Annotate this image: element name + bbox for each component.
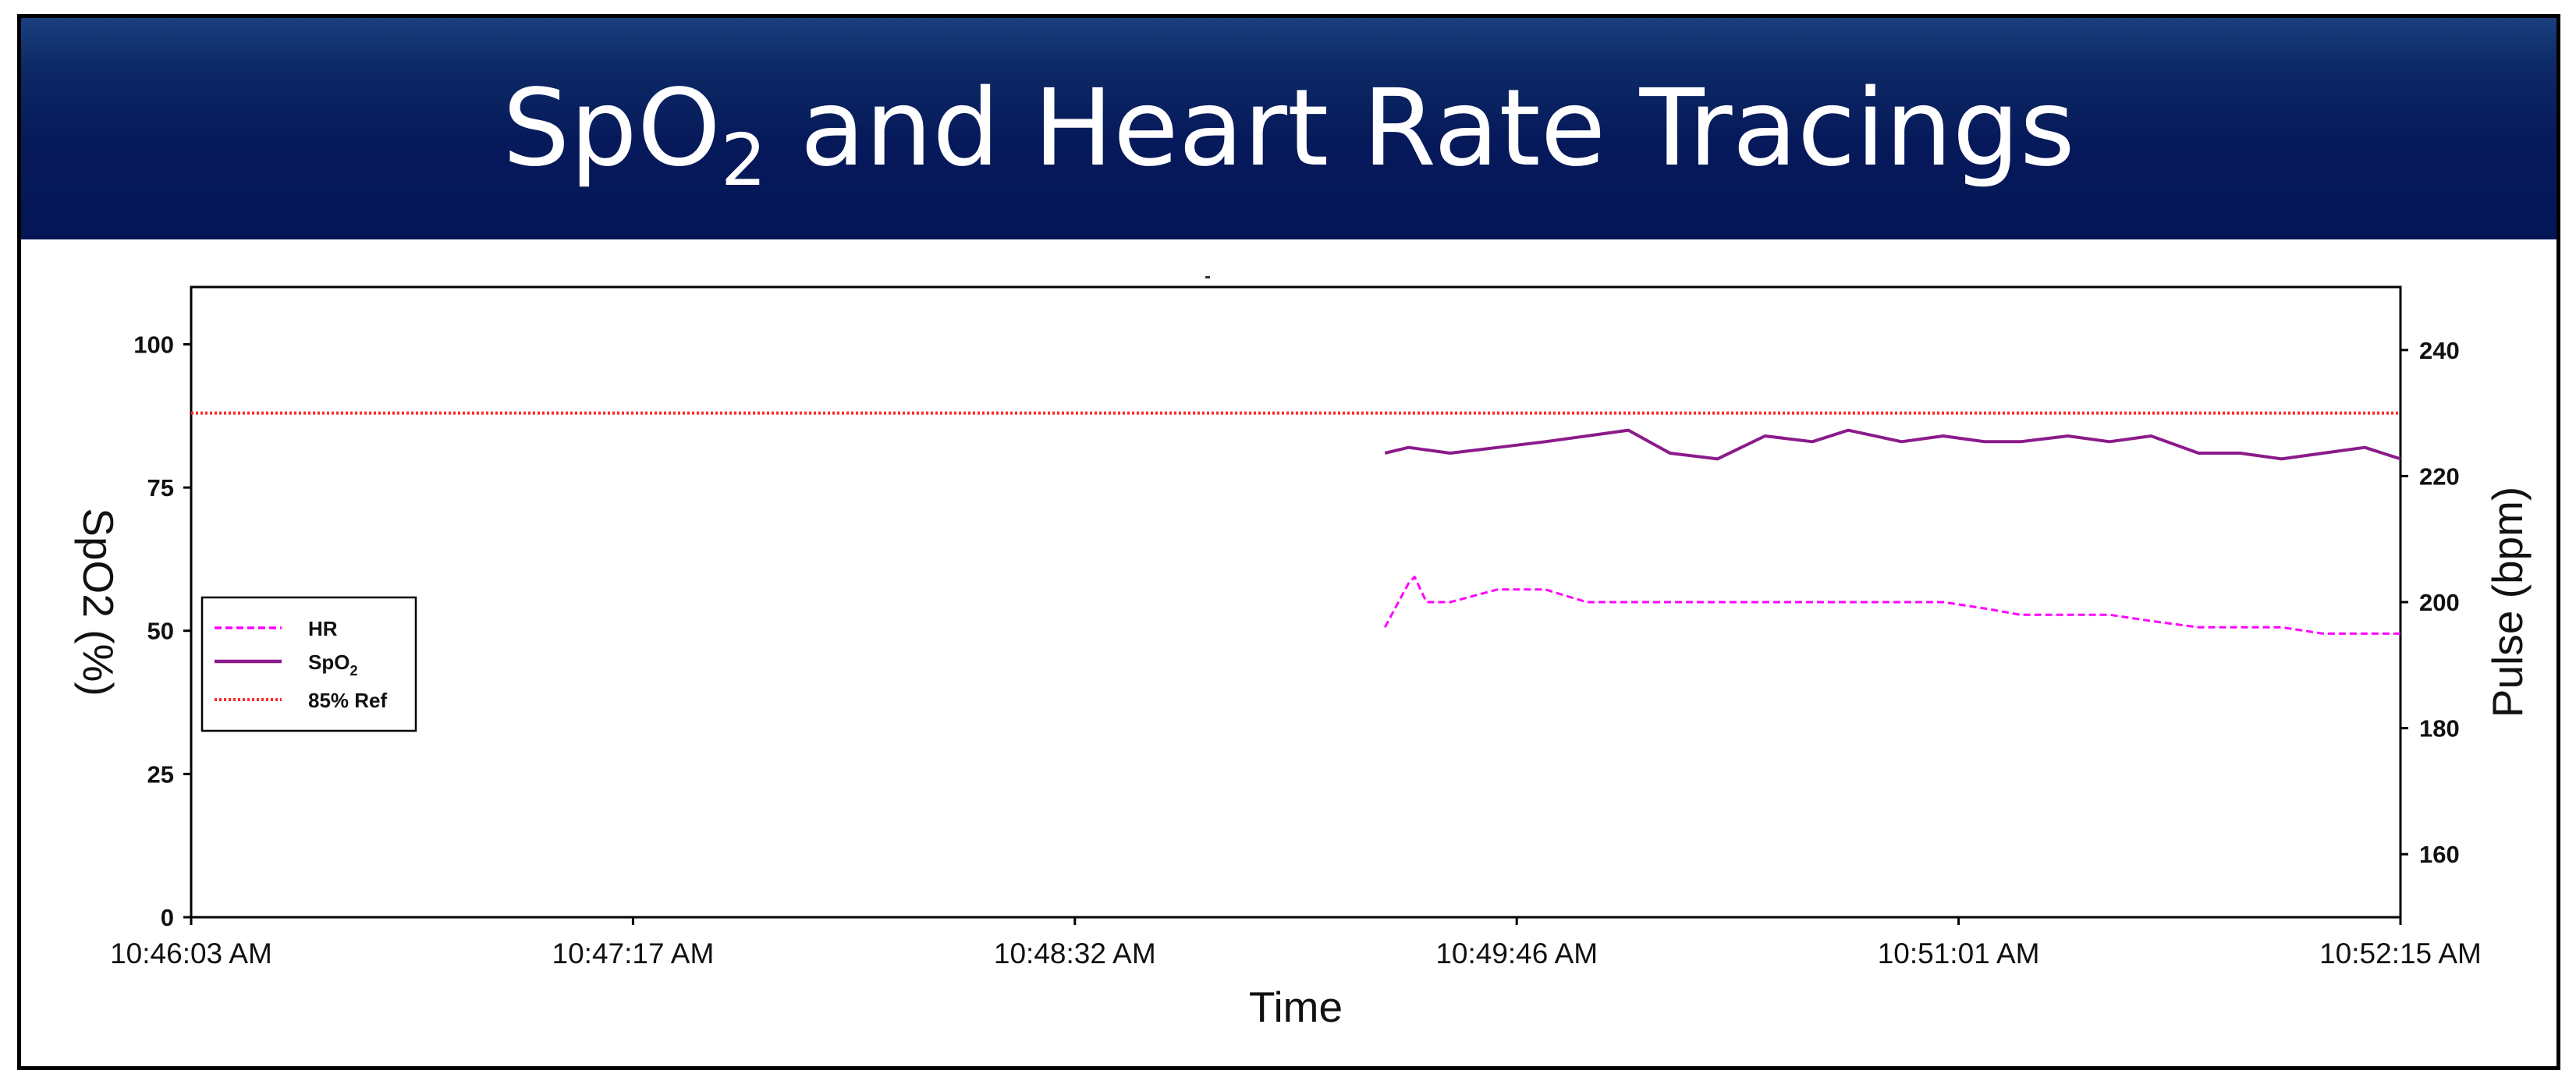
y-right-tick-label: 180	[2419, 715, 2460, 743]
legend-label-ref: 85% Ref	[308, 689, 387, 712]
y-axis-label-left: SpO2 (%)	[74, 508, 122, 696]
x-tick-label: 10:51:01 AM	[1878, 937, 2040, 969]
x-tick-label: 10:52:15 AM	[2319, 937, 2482, 969]
legend-label-spo2: SpO2	[308, 650, 357, 679]
y-right-tick-label: 220	[2419, 463, 2460, 490]
title-prefix: SpO	[502, 67, 721, 190]
series-line-spo2	[1384, 428, 2401, 461]
x-tick-label: 10:49:46 AM	[1435, 937, 1598, 969]
plot-area	[190, 285, 2402, 919]
title-suffix: and Heart Rate Tracings	[766, 67, 2075, 190]
legend: HR SpO2 85% Ref	[200, 596, 417, 732]
y-left-tick-label: 50	[147, 618, 174, 645]
slide-frame: SpO2 and Heart Rate Tracings 0 25 50 75 100 …	[17, 14, 2560, 1070]
title-artifact	[1205, 276, 1210, 278]
x-tick-label: 10:48:32 AM	[994, 937, 1156, 969]
x-tick-label: 10:47:17 AM	[552, 937, 715, 969]
y-right-tick-label: 160	[2419, 841, 2460, 868]
legend-box	[200, 596, 417, 732]
slide-title: SpO2 and Heart Rate Tracings	[21, 66, 2556, 197]
y-left-tick-label: 0	[161, 904, 174, 931]
series-line-hr	[1383, 576, 2400, 635]
title-banner: SpO2 and Heart Rate Tracings	[21, 18, 2556, 239]
legend-label-hr: HR	[308, 617, 338, 640]
legend-label-spo2-main: SpO	[308, 650, 349, 674]
y-right-tick-label: 200	[2419, 589, 2460, 616]
title-subscript: 2	[720, 119, 767, 202]
y-left-tick-label: 25	[147, 760, 174, 788]
y-axis-label-right: Pulse (bpm)	[2483, 487, 2532, 718]
series-layer	[191, 411, 2401, 635]
left-axis-ticks: 0 25 50 75 100	[133, 331, 191, 931]
legend-label-spo2-sub: 2	[349, 663, 357, 679]
right-axis-ticks: 160 180 200 220 240	[2400, 337, 2460, 868]
x-axis-label: Time	[1249, 983, 1343, 1031]
x-axis-ticks: 10:46:03 AM 10:47:17 AM 10:48:32 AM 10:49:4…	[110, 917, 2482, 969]
y-right-tick-label: 240	[2419, 337, 2460, 364]
y-left-tick-label: 75	[147, 474, 174, 502]
y-left-tick-label: 100	[133, 331, 174, 358]
x-tick-label: 10:46:03 AM	[110, 937, 272, 969]
